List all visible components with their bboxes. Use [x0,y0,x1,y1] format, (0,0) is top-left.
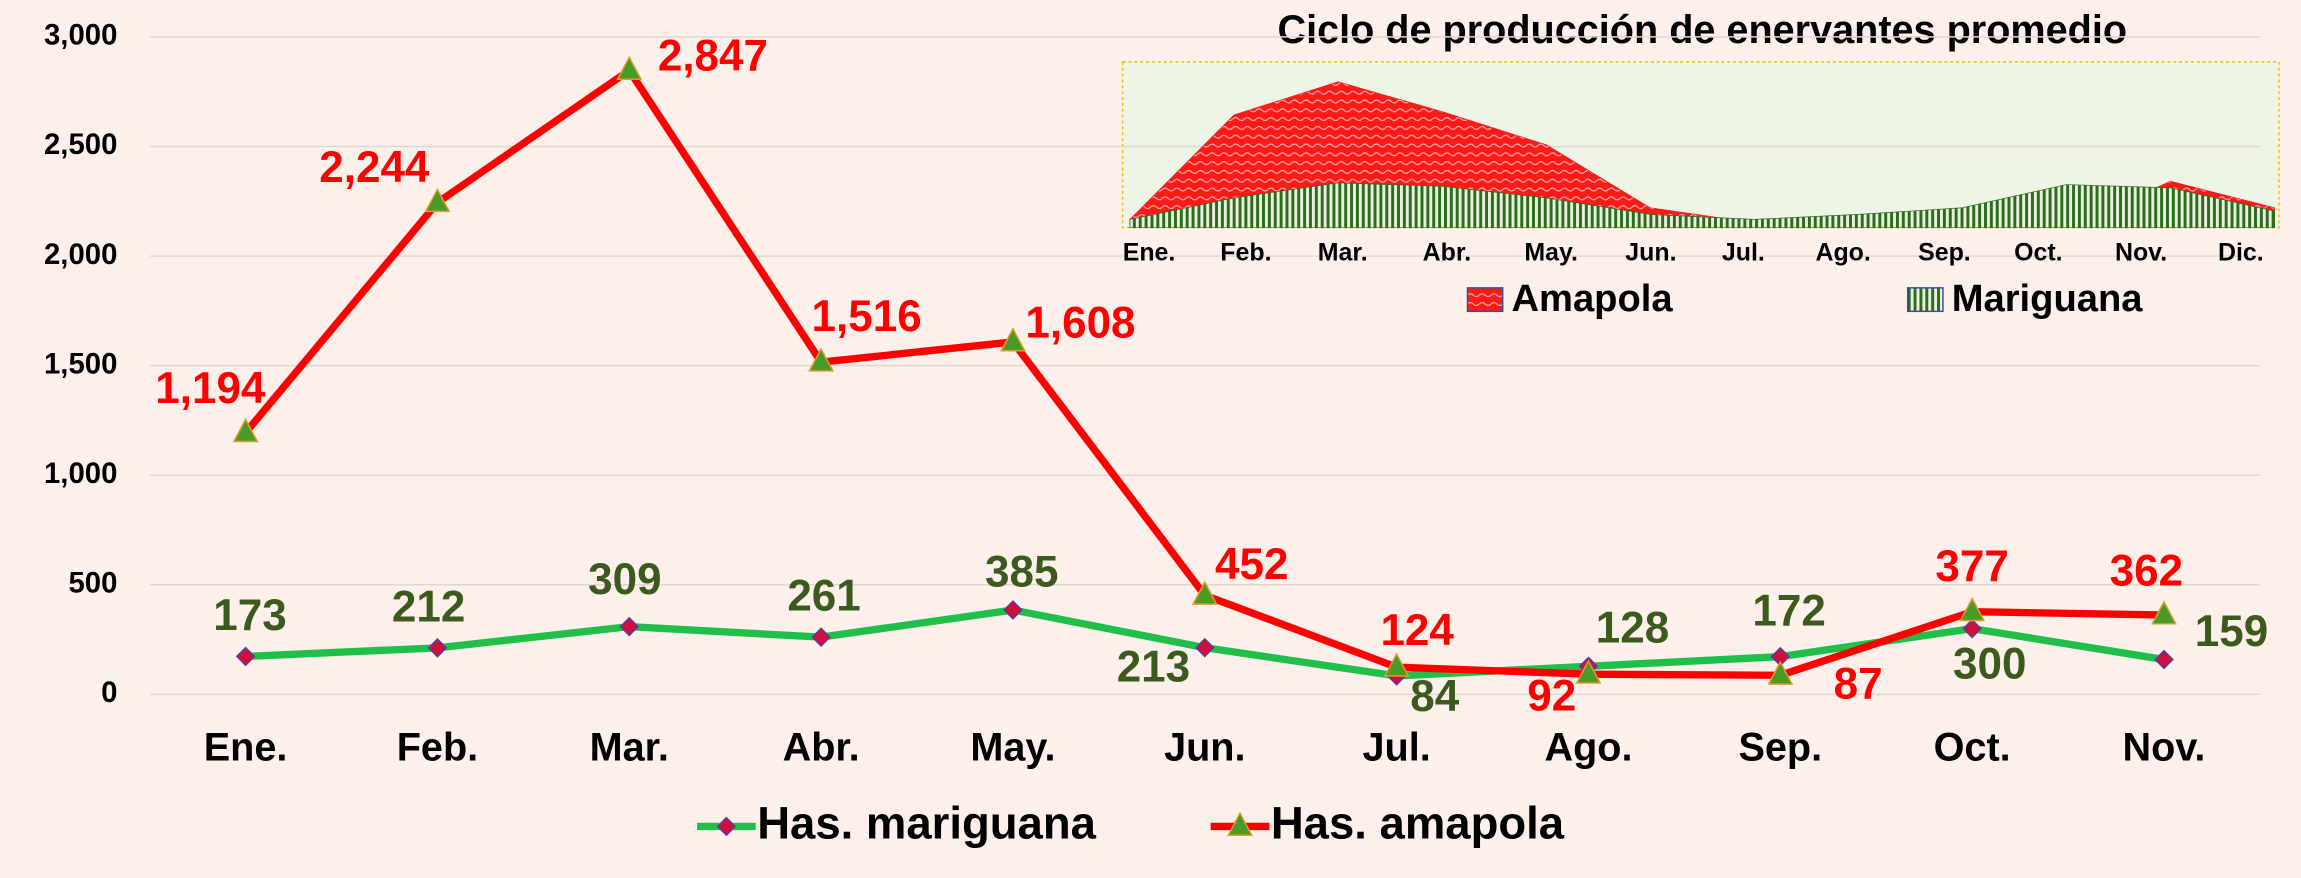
marker [2154,649,2174,670]
marker [232,417,259,443]
data-label: 300 [1953,639,2026,688]
data-label: 172 [1752,587,1825,636]
x-tick-label: Ago. [1544,726,1632,770]
marker [1383,652,1410,677]
x-tick-label: Mar. [590,726,669,770]
x-tick-label: Ene. [1123,239,1176,267]
data-label: 1,608 [1025,298,1135,347]
marker [1194,637,1215,658]
x-tick-label: Jul. [1722,239,1765,267]
x-tick-label: May. [970,726,1055,770]
legend-swatch [1906,287,1944,313]
data-label: 261 [787,572,860,621]
data-label: 84 [1410,672,1459,721]
y-tick-label: 1,500 [44,347,117,380]
data-label: 173 [213,591,286,640]
marker [424,187,451,213]
data-label: 385 [985,547,1058,596]
y-tick-label: 3,000 [44,19,117,52]
legend-label: Has. mariguana [757,797,1096,848]
x-tick-label: Oct. [2014,239,2063,267]
marker [811,627,831,647]
data-label: 309 [588,555,661,604]
data-label: 87 [1834,660,1883,709]
marker [427,638,448,658]
data-label: 128 [1596,604,1669,653]
legend-marker [1227,811,1253,836]
x-tick-label: Ene. [204,726,288,770]
marker [808,347,835,372]
y-tick-label: 0 [101,676,117,709]
inset-title: Ciclo de producción de enervantes promed… [1277,8,2127,52]
marker [1767,660,1794,685]
x-tick-label: Jun. [1164,726,1245,770]
x-tick-label: Jun. [1625,239,1676,267]
marker [1003,600,1023,620]
marker [616,55,643,80]
marker [1191,580,1218,605]
x-tick-label: Dic. [2218,239,2264,267]
x-tick-label: Feb. [1220,239,1271,267]
legend-swatch [1466,287,1504,313]
data-label: 452 [1215,540,1288,589]
x-tick-label: Ago. [1815,239,1870,267]
y-tick-label: 2,000 [44,238,117,271]
x-tick-label: May. [1524,239,1578,267]
x-tick-label: Abr. [783,726,860,770]
x-tick-label: Abr. [1423,239,1472,267]
x-tick-label: Oct. [1934,726,2011,770]
data-label: 124 [1380,606,1454,655]
data-label: 1,194 [155,364,266,413]
legend-label: Has. amapola [1271,797,1565,848]
data-label: 213 [1117,642,1190,691]
legend-label: Amapola [1511,277,1673,320]
x-tick-label: Sep. [1738,726,1822,770]
data-label: 377 [1935,542,2008,591]
marker [1962,618,1982,639]
marker [999,327,1026,352]
x-tick-label: Nov. [2123,726,2206,770]
x-tick-label: Mar. [1318,239,1368,267]
x-tick-label: Nov. [2115,239,2167,267]
marker [235,646,256,667]
marker [619,616,640,637]
data-label: 1,516 [812,292,922,341]
data-label: 362 [2110,547,2183,596]
data-label: 92 [1527,672,1576,721]
legend-label: Mariguana [1952,277,2144,320]
y-tick-label: 500 [68,567,117,600]
legend-marker [716,816,737,837]
data-label: 2,244 [319,143,430,192]
marker [1959,596,1986,622]
marker [2151,600,2177,625]
x-tick-label: Feb. [397,726,478,770]
area [1129,182,2275,229]
data-label: 159 [2195,607,2268,656]
data-label: 2,847 [658,31,768,80]
x-tick-label: Sep. [1918,239,1971,267]
x-tick-label: Jul. [1363,726,1431,770]
data-label: 212 [392,582,465,631]
marker [1575,659,1602,684]
y-tick-label: 1,000 [44,457,117,490]
y-tick-label: 2,500 [44,128,117,161]
